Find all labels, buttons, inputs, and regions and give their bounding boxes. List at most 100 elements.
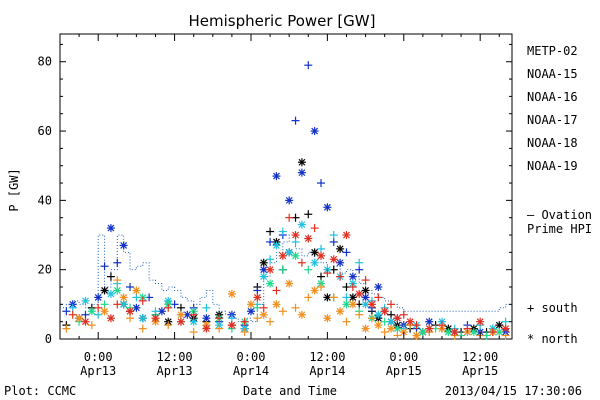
legend-ovation-line2: Prime HPI (527, 222, 592, 236)
data-point (106, 272, 115, 281)
data-point (259, 272, 268, 281)
data-point (68, 310, 77, 319)
data-point (361, 293, 370, 302)
data-point (227, 289, 236, 298)
data-point (355, 289, 364, 298)
data-point (412, 321, 421, 330)
data-point (336, 258, 345, 267)
data-point (100, 307, 109, 316)
data-point (138, 314, 147, 323)
x-tick-date-label: Apr15 (386, 364, 422, 378)
data-point (100, 262, 109, 271)
data-point (374, 293, 383, 302)
x-tick-date-label: Apr14 (233, 364, 269, 378)
data-point (100, 286, 109, 295)
data-point (367, 300, 376, 309)
data-point (291, 251, 300, 260)
data-point (425, 324, 434, 333)
data-point (501, 324, 510, 333)
data-point (202, 324, 211, 333)
x-tick-time-label: 0:00 (84, 350, 113, 364)
footer-left: Plot: CCMC (4, 384, 76, 398)
legend-item-noaa-16: NOAA-16 (527, 90, 578, 104)
data-point (285, 248, 294, 257)
data-point (329, 293, 338, 302)
data-point (329, 237, 338, 246)
data-point (94, 293, 103, 302)
data-point (94, 303, 103, 312)
data-point (406, 317, 415, 326)
data-point (113, 300, 122, 309)
data-point (317, 179, 326, 188)
x-tick-time-label: 0:00 (237, 350, 266, 364)
data-point (317, 272, 326, 281)
data-point (380, 317, 389, 326)
x-tick-time-label: 12:00 (309, 350, 345, 364)
data-point (119, 293, 128, 302)
data-point (387, 300, 396, 309)
data-point (297, 258, 306, 267)
legend-north-marker: * north (527, 332, 578, 346)
data-point (278, 307, 287, 316)
data-point (355, 258, 364, 267)
y-tick-label: 60 (38, 124, 52, 138)
data-point (240, 328, 249, 337)
data-point (393, 331, 402, 340)
data-point (329, 255, 338, 264)
data-point (68, 303, 77, 312)
data-point (336, 307, 345, 316)
data-point (450, 328, 459, 337)
data-point (291, 237, 300, 246)
data-point (75, 314, 84, 323)
data-point (113, 276, 122, 285)
data-point (323, 314, 332, 323)
data-point (342, 231, 351, 240)
data-point (361, 324, 370, 333)
data-point (387, 324, 396, 333)
data-point (126, 307, 135, 316)
data-point (253, 286, 262, 295)
x-axis-label: Date and Time (243, 384, 337, 398)
data-point (164, 303, 173, 312)
data-point (278, 227, 287, 236)
y-axis-label: P [GW] (7, 168, 21, 211)
data-point (202, 303, 211, 312)
data-point (246, 300, 255, 309)
data-point (348, 283, 357, 292)
data-point (119, 241, 128, 250)
data-point (361, 276, 370, 285)
data-point (87, 307, 96, 316)
data-point (126, 283, 135, 292)
data-point (259, 310, 268, 319)
data-point (189, 310, 198, 319)
data-point (272, 172, 281, 181)
data-point (291, 303, 300, 312)
data-point (106, 289, 115, 298)
data-point (62, 324, 71, 333)
x-tick-time-label: 12:00 (157, 350, 193, 364)
legend: METP-02 NOAA-15 NOAA-16 NOAA-17 NOAA-18 … (527, 44, 592, 346)
data-point (81, 317, 90, 326)
data-point (176, 310, 185, 319)
data-point (310, 258, 319, 267)
data-point (285, 213, 294, 222)
legend-item-noaa-18: NOAA-18 (527, 136, 578, 150)
y-tick-label: 20 (38, 263, 52, 277)
data-point (310, 224, 319, 233)
y-tick-label: 0 (45, 332, 52, 346)
legend-item-metp-02: METP-02 (527, 44, 578, 58)
x-tick-date-label: Apr13 (157, 364, 193, 378)
data-point (215, 314, 224, 323)
x-axis: 0:00Apr1312:00Apr130:00Apr1412:00Apr140:… (59, 34, 500, 378)
x-tick-time-label: 12:00 (462, 350, 498, 364)
data-point (310, 286, 319, 295)
x-tick-time-label: 0:00 (389, 350, 418, 364)
data-point (336, 244, 345, 253)
data-point (310, 127, 319, 136)
data-point (227, 321, 236, 330)
data-point (81, 310, 90, 319)
data-point (132, 303, 141, 312)
legend-item-noaa-17: NOAA-17 (527, 113, 578, 127)
y-tick-label: 40 (38, 193, 52, 207)
